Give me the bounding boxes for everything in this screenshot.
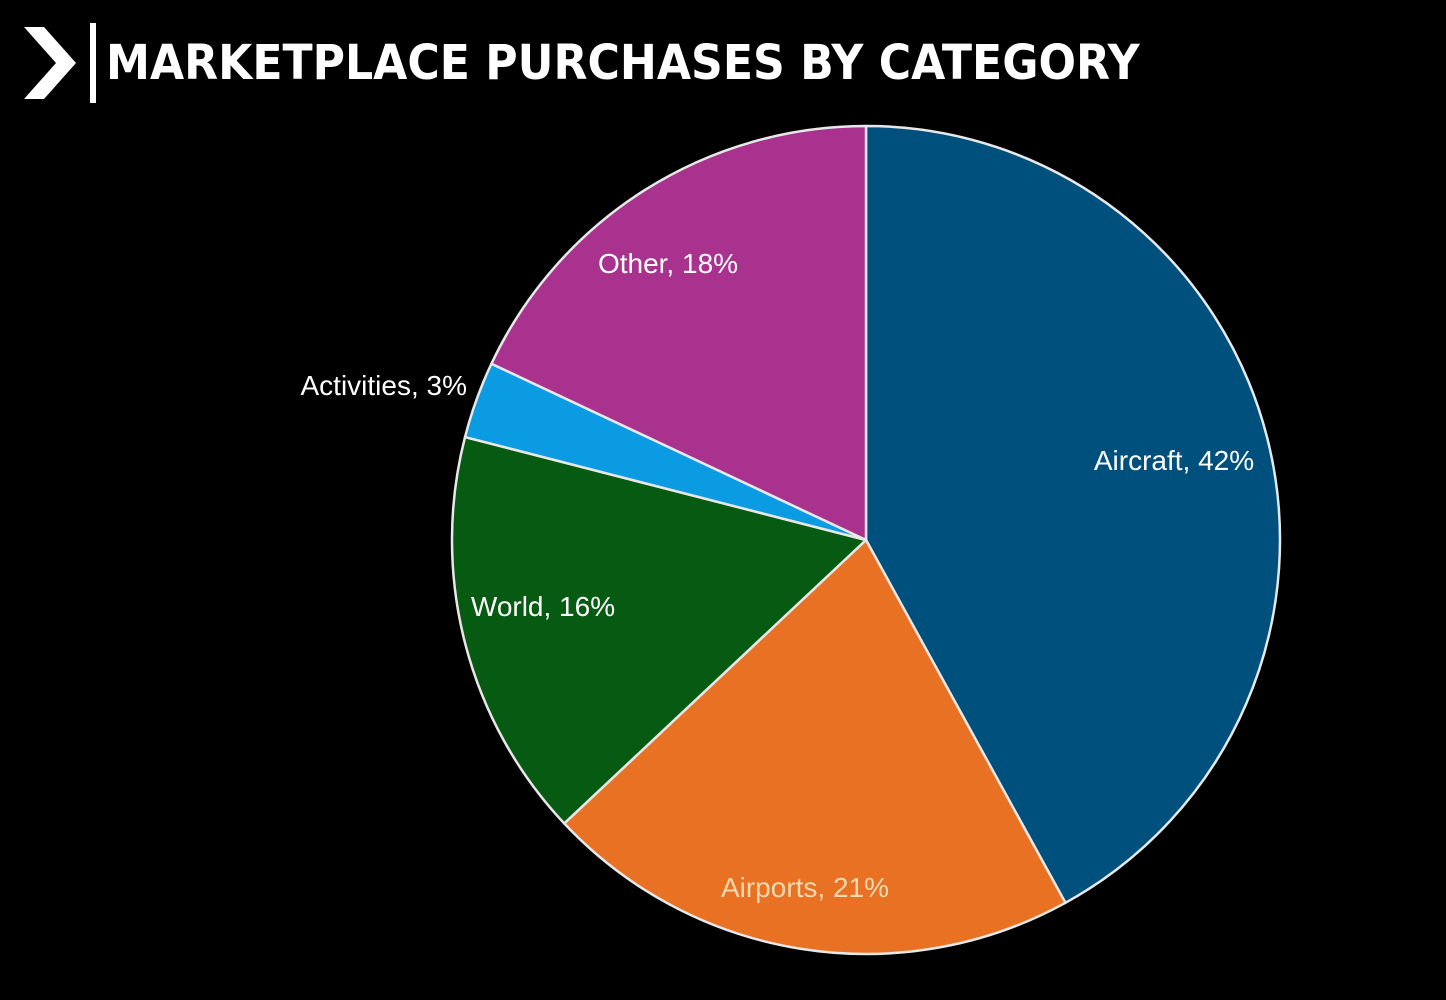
pie-slice-aircraft — [864, 124, 1282, 905]
brand-logo — [22, 23, 96, 103]
pie-slices — [450, 124, 1282, 956]
pie-labels: Aircraft, 42% Airports, 21% World, 16% Acti… — [301, 248, 1255, 903]
pie-slice-world — [450, 435, 868, 825]
slice-label-world: World, 16% — [471, 591, 615, 622]
header: MARKETPLACE PURCHASES BY CATEGORY — [22, 22, 1229, 104]
slice-label-airports: Airports, 21% — [721, 872, 889, 903]
slice-label-other: Other, 18% — [598, 248, 738, 279]
logo-divider — [90, 23, 96, 103]
chevron-right-icon — [24, 27, 76, 99]
pie-slice-other — [490, 124, 868, 542]
slice-label-activities: Activities, 3% — [301, 370, 468, 401]
page-title: MARKETPLACE PURCHASES BY CATEGORY — [106, 35, 1140, 91]
slice-label-aircraft: Aircraft, 42% — [1094, 445, 1254, 476]
pie-slice-airports — [562, 538, 1067, 956]
